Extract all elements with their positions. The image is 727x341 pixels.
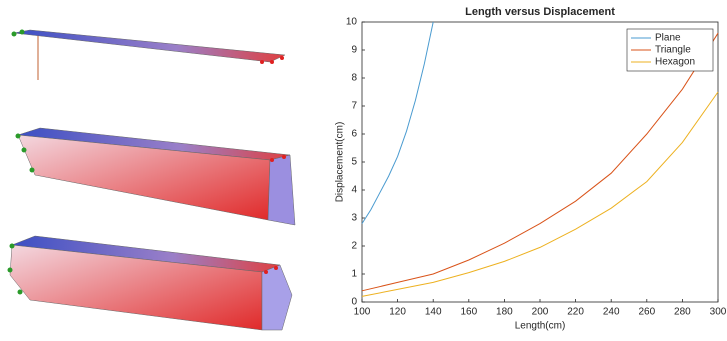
- data-line: [362, 22, 433, 224]
- x-tick-label: 140: [425, 307, 442, 318]
- y-tick-label: 2: [351, 241, 357, 252]
- legend-label: Triangle: [655, 45, 691, 56]
- x-tick-label: 240: [603, 307, 620, 318]
- x-tick-label: 160: [460, 307, 477, 318]
- y-tick-label: 1: [351, 269, 357, 280]
- x-tick-label: 200: [532, 307, 549, 318]
- x-tick-label: 180: [496, 307, 513, 318]
- beam-triangle-end: [268, 155, 295, 225]
- figure: Length versus Displacement Length(cm) Di…: [0, 0, 727, 336]
- legend-label: Plane: [655, 33, 681, 44]
- x-axis-label: Length(cm): [515, 321, 566, 332]
- y-tick-label: 7: [351, 101, 357, 112]
- legend-label: Hexagon: [655, 57, 695, 68]
- y-tick-label: 4: [351, 185, 357, 196]
- y-tick-label: 3: [351, 213, 357, 224]
- chart-title: Length versus Displacement: [465, 6, 615, 18]
- x-tick-label: 260: [638, 307, 655, 318]
- beam-triangle-side: [18, 135, 270, 220]
- data-line: [362, 92, 718, 296]
- y-tick-label: 0: [351, 297, 357, 308]
- beam-hexagon-end: [262, 265, 292, 330]
- y-tick-label: 5: [351, 157, 357, 168]
- beam-plane: [14, 30, 285, 62]
- y-tick-label: 6: [351, 129, 357, 140]
- x-tick-label: 100: [354, 307, 371, 318]
- x-tick-label: 220: [567, 307, 584, 318]
- x-tick-label: 120: [389, 307, 406, 318]
- x-tick-label: 280: [674, 307, 691, 318]
- y-tick-label: 10: [346, 17, 358, 28]
- y-axis-label: Displacement(cm): [335, 122, 346, 203]
- y-tick-label: 9: [351, 45, 357, 56]
- x-tick-label: 300: [710, 307, 727, 318]
- y-tick-label: 8: [351, 73, 357, 84]
- beam-renderings: [8, 30, 296, 331]
